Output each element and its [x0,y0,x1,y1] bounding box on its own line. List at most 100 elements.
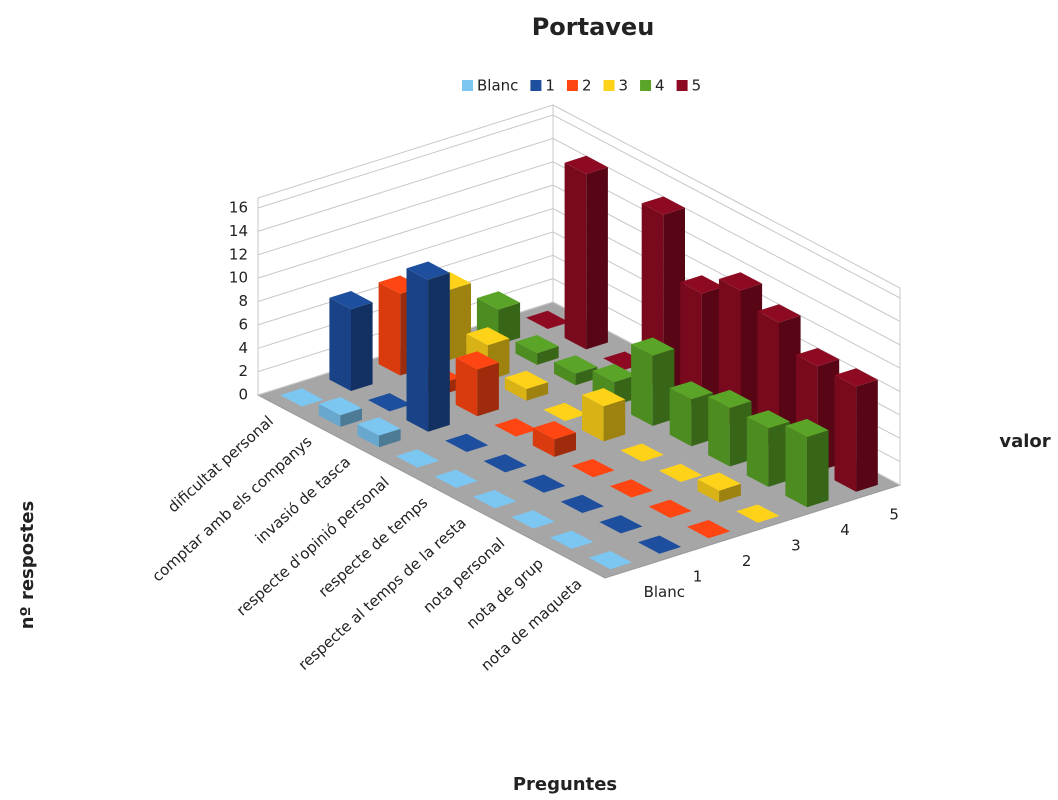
bar [515,335,559,365]
bar [483,454,527,473]
bar-top [609,479,654,498]
bar [648,499,692,518]
x-axis-title: Preguntes [513,774,617,795]
bar [736,504,780,523]
bar-top [406,261,450,280]
bar-top [455,351,499,370]
bar-top [659,463,703,482]
legend: Blanc 1 2 3 4 5 [462,77,701,95]
legend-label: 5 [692,77,702,95]
bar-side [554,432,576,457]
bar-top [834,368,878,387]
z-tick-label: Blanc [644,583,685,601]
y-tick-label: 8 [238,292,248,310]
legend-label: 2 [582,77,592,95]
bar-top [329,291,373,310]
bar [571,459,615,478]
bar-front [357,424,379,448]
bar-top [641,196,685,215]
bar [543,402,587,421]
bar [697,472,741,503]
bar-front [746,417,769,487]
bar-front [697,479,720,503]
bar-top [637,535,682,554]
bar [588,551,632,570]
bar-top [757,304,801,323]
bar-front [532,427,555,457]
bar-top [669,381,713,400]
legend-label: Blanc [477,77,518,95]
bar-top [697,472,741,491]
bar-top [648,499,692,518]
bar [746,410,790,487]
bar-front [564,162,587,350]
bar-top [550,530,594,549]
bar [659,463,703,482]
bar-top [511,510,555,529]
bar-top [620,443,664,462]
y-tick-label: 10 [229,269,248,287]
bar [473,490,517,509]
bar [504,370,549,401]
bar-side [701,286,724,411]
bar [550,530,594,549]
bar-top [543,402,587,421]
bar-side [537,346,559,365]
y-tick-label: 4 [238,339,248,357]
bar-top [318,397,362,416]
bar-top [571,459,615,478]
bar [554,355,598,386]
bar-top [368,393,412,412]
bar-top [526,310,570,329]
bar-side [663,207,685,390]
bar-front [834,375,857,492]
bar-side [498,302,521,345]
bar-top [466,327,510,346]
z-tick-label: 1 [693,567,703,585]
bar-top [445,433,489,452]
bar-front [318,403,341,427]
legend-swatch [676,80,688,91]
bar-side [340,408,362,427]
bar-side [807,430,829,508]
bar [368,393,412,412]
bar [445,433,489,452]
bar-top [515,335,559,354]
bar [708,389,752,467]
bar-side [691,392,713,447]
bar [434,469,478,488]
bar-top [494,418,538,437]
bar-side [379,428,401,448]
grid-line [257,137,901,322]
bar [834,368,878,492]
bar-top [785,418,829,438]
bar-front [582,394,604,442]
bar-top [588,551,632,570]
bar [620,443,664,462]
bar-top [592,363,636,383]
bar-front [669,388,692,447]
legend-swatch [603,80,615,91]
bar [609,479,654,498]
bar-top [560,494,604,513]
bar [406,261,450,432]
bar [564,155,608,350]
bar [318,397,362,427]
x-tick-label: dificultat personal [164,412,277,516]
bar-side [351,302,373,391]
legend-swatch [462,80,473,91]
bar [687,520,731,539]
bar-top [554,355,598,374]
bar [494,418,538,437]
bar-front [329,297,351,391]
bar-side [586,167,608,350]
bar-front [406,268,429,432]
bar [526,310,570,329]
bar-side [428,272,450,432]
bar-side [779,315,801,451]
bar-side [729,401,752,467]
bar [357,417,401,448]
chart-title: Portaveu [532,13,655,41]
bar-side [449,283,471,360]
